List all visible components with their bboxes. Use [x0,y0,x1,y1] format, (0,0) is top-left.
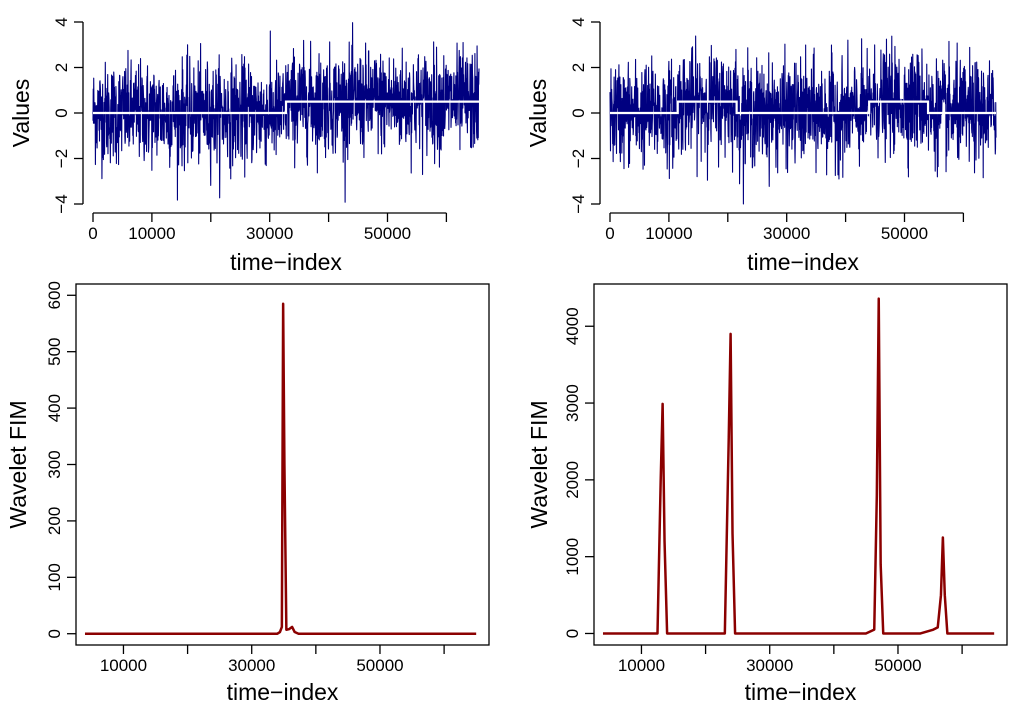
y-tick-label-3-3: 3000 [563,384,582,422]
y-tick-label-0-4: 4 [52,17,71,26]
y-tick-label-2-5: 500 [45,338,64,366]
y-tick-label-3-2: 2000 [563,461,582,499]
y-tick-label-3-0: 0 [563,629,582,638]
x-tick-label-3-2: 30000 [746,656,793,675]
y-tick-label-3-4: 4000 [563,307,582,345]
fim-line-3-0 [602,297,995,635]
fim-line-2-0 [84,302,477,635]
x-axis-title-0: time−index [230,249,342,275]
x-axis-title-2: time−index [227,679,339,705]
y-tick-label-1-2: 0 [569,108,588,117]
y-tick-label-2-4: 400 [45,394,64,422]
x-tick-label-2-2: 30000 [228,656,275,675]
x-tick-label-0-3: 30000 [246,224,293,243]
x-tick-label-1-3: 30000 [763,224,810,243]
x-tick-label-3-4: 50000 [874,656,921,675]
x-axis-title-1: time−index [747,249,859,275]
y-tick-label-2-6: 600 [45,281,64,309]
mean-line-0-0 [93,100,479,115]
y-axis-title-3: Wavelet FIM [526,400,552,528]
plot-box-3 [593,283,1008,646]
y-axis-title-1: Values [525,79,551,148]
y-tick-label-0-0: −4 [52,194,71,213]
y-tick-label-1-0: −4 [569,194,588,213]
y-axis-title-2: Wavelet FIM [5,400,31,528]
y-tick-label-2-2: 200 [45,507,64,535]
x-axis-title-3: time−index [745,679,857,705]
y-tick-label-0-3: 2 [52,63,71,72]
mean-line-1-0 [610,100,996,115]
y-tick-label-0-1: −2 [52,149,71,168]
noise-series-0 [92,22,480,203]
x-tick-label-2-4: 50000 [356,656,403,675]
y-tick-label-2-1: 100 [45,563,64,591]
x-tick-label-1-0: 0 [605,224,614,243]
y-tick-label-1-4: 4 [569,17,588,26]
y-tick-label-3-1: 1000 [563,538,582,576]
x-tick-label-1-5: 50000 [881,224,928,243]
x-tick-label-0-1: 10000 [128,224,175,243]
y-tick-label-1-3: 2 [569,63,588,72]
x-tick-label-3-0: 10000 [618,656,665,675]
y-axis-title-0: Values [8,79,34,148]
x-tick-label-2-0: 10000 [100,656,147,675]
y-tick-label-1-1: −2 [569,149,588,168]
y-tick-label-0-2: 0 [52,108,71,117]
y-tick-label-2-3: 300 [45,450,64,478]
y-tick-label-2-0: 0 [45,629,64,638]
x-tick-label-0-5: 50000 [364,224,411,243]
x-tick-label-1-1: 10000 [645,224,692,243]
noise-series-1 [609,35,997,205]
x-tick-label-0-0: 0 [88,224,97,243]
